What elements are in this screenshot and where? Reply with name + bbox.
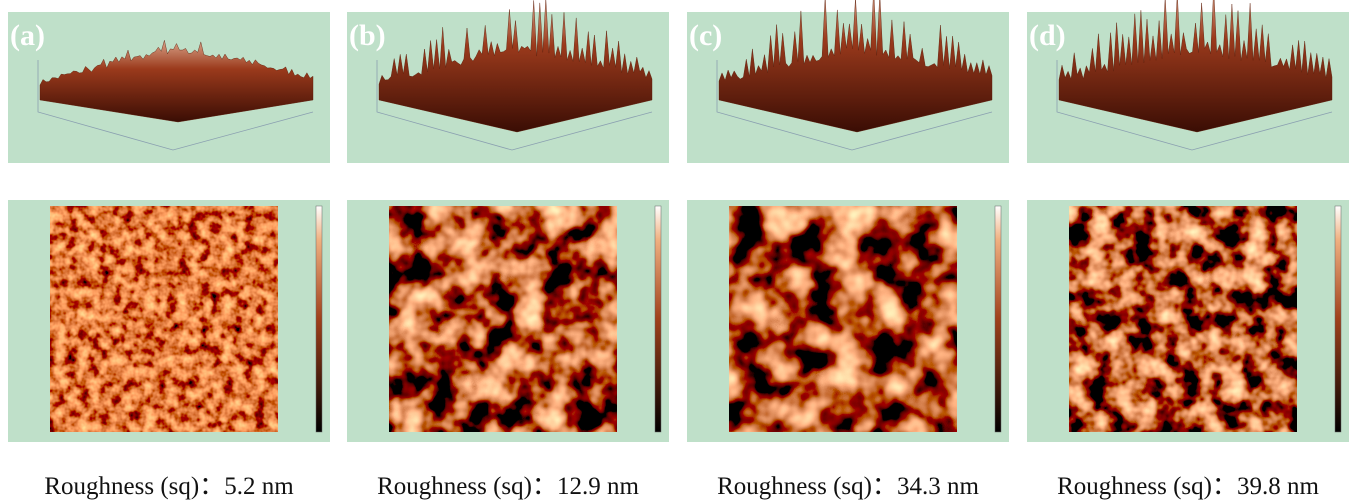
panel-label: (d) bbox=[1029, 19, 1066, 52]
height-map bbox=[729, 206, 957, 432]
color-bar bbox=[316, 206, 322, 432]
caption: Roughness (sq)：34.3 nm bbox=[717, 473, 979, 500]
caption: Roughness (sq)：12.9 nm bbox=[377, 473, 639, 500]
panel-label: (c) bbox=[689, 19, 722, 52]
height-map bbox=[50, 206, 278, 432]
panel-label: (a) bbox=[10, 19, 45, 52]
height-map bbox=[1069, 206, 1297, 432]
height-map bbox=[389, 206, 617, 432]
caption: Roughness (sq)：5.2 nm bbox=[44, 473, 294, 500]
figure: (a) Roughness (sq)：5.2 nm (b) Roughness (sq… bbox=[0, 0, 1354, 501]
color-bar bbox=[995, 206, 1001, 432]
panel-label: (b) bbox=[349, 19, 386, 52]
caption: Roughness (sq)：39.8 nm bbox=[1057, 473, 1319, 500]
color-bar bbox=[655, 206, 661, 432]
color-bar bbox=[1335, 206, 1341, 432]
